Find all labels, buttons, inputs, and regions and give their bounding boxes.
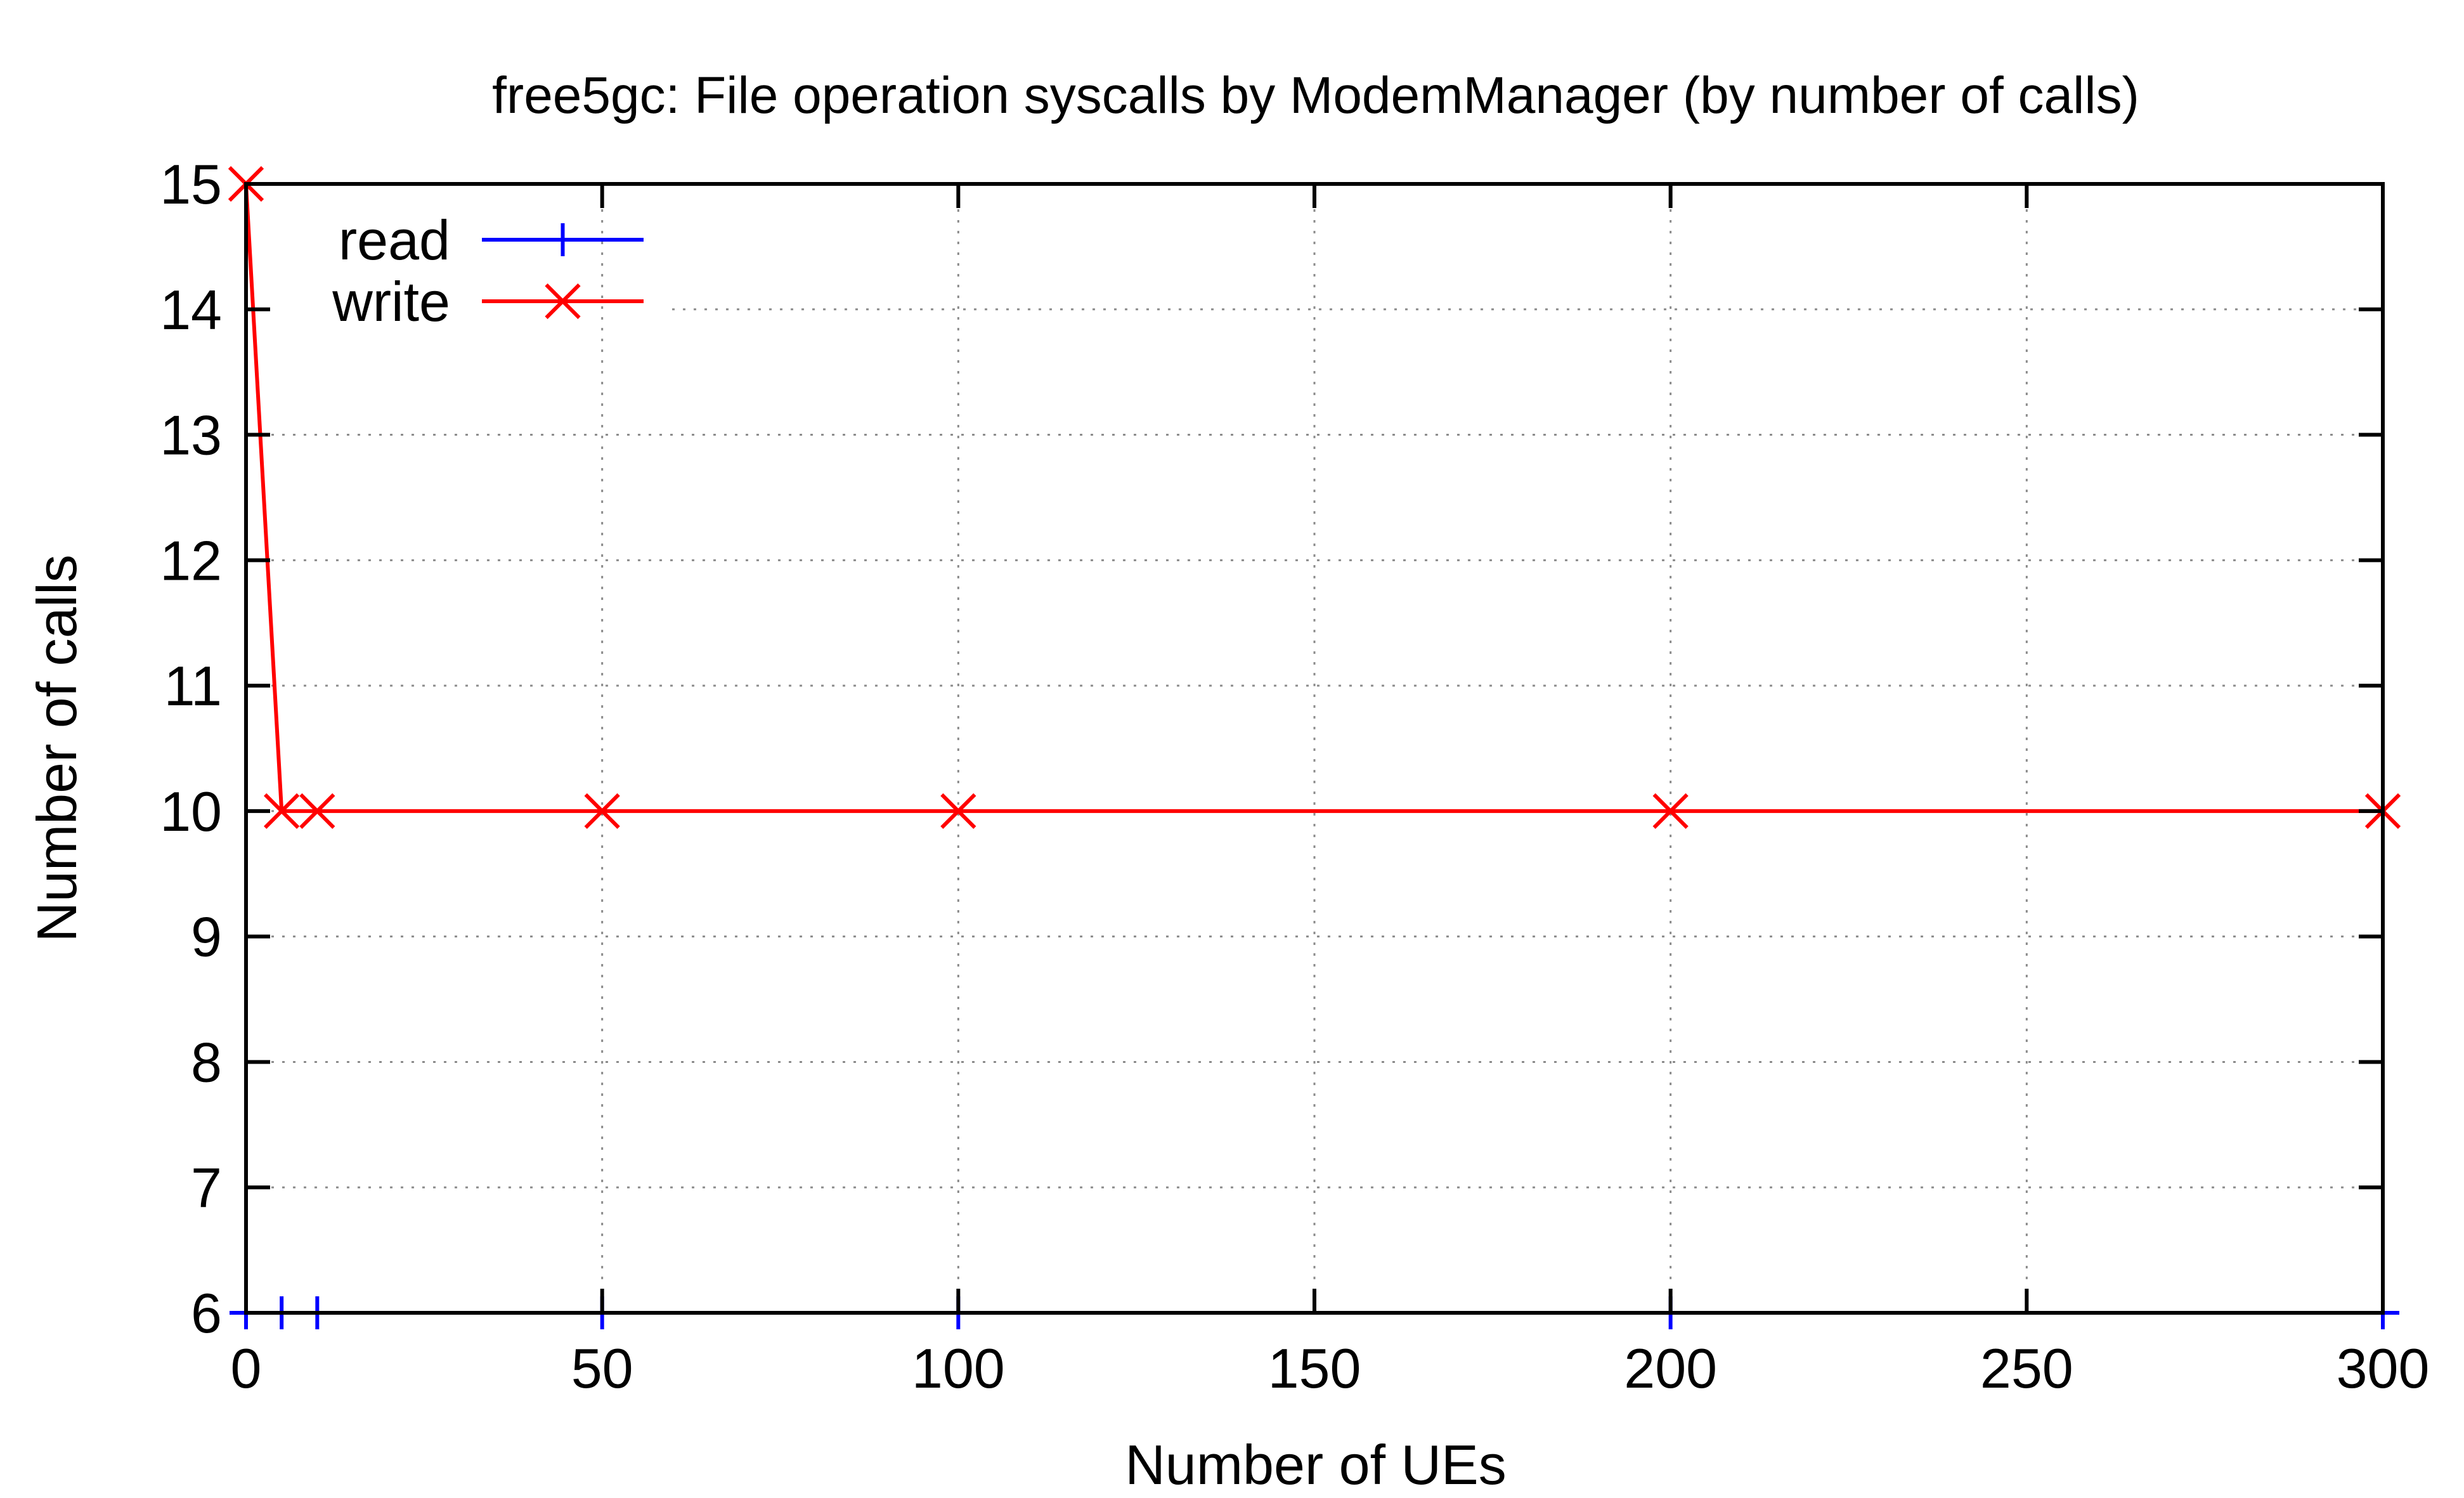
x-tick-label: 200 (1624, 1337, 1717, 1400)
x-tick-label: 150 (1268, 1337, 1361, 1400)
data-point-write (264, 793, 300, 830)
x-tick-label: 250 (1980, 1337, 2073, 1400)
marker-stroke (584, 793, 620, 830)
x-axis-label: Number of UEs (1125, 1433, 1507, 1496)
x-tick-label: 0 (231, 1337, 262, 1400)
x-tick-label: 300 (2337, 1337, 2430, 1400)
legend-marker-write (545, 283, 581, 320)
y-axis-label: Number of calls (25, 554, 88, 942)
chart-title: free5gc: File operation syscalls by Mode… (492, 67, 2139, 124)
y-tick-label: 15 (160, 153, 222, 216)
data-point-write (299, 793, 335, 830)
data-point-write (584, 793, 620, 830)
x-tick-label: 100 (912, 1337, 1005, 1400)
y-tick-label: 12 (160, 529, 222, 592)
marker-stroke (940, 793, 976, 830)
y-tick-label: 6 (191, 1282, 222, 1345)
marker-stroke (1652, 793, 1689, 830)
data-point-write (1652, 793, 1689, 830)
y-tick-label: 8 (191, 1031, 222, 1093)
y-tick-label: 14 (160, 278, 222, 341)
grid-lines (271, 209, 2357, 1287)
legend-label-write: write (332, 270, 450, 333)
marker-stroke (299, 793, 335, 830)
y-tick-label: 13 (160, 404, 222, 467)
legend-marker-read (546, 223, 580, 256)
y-tick-label: 10 (160, 780, 222, 843)
marker-stroke (264, 793, 300, 830)
data-point-write (940, 793, 976, 830)
marker-stroke (545, 283, 581, 320)
y-tick-label: 11 (164, 655, 222, 717)
legend-label-read: read (339, 209, 450, 271)
plot-frame (244, 182, 2385, 1315)
y-tick-label: 7 (191, 1156, 222, 1219)
y-tick-label: 9 (191, 906, 222, 968)
x-tick-label: 50 (571, 1337, 633, 1400)
